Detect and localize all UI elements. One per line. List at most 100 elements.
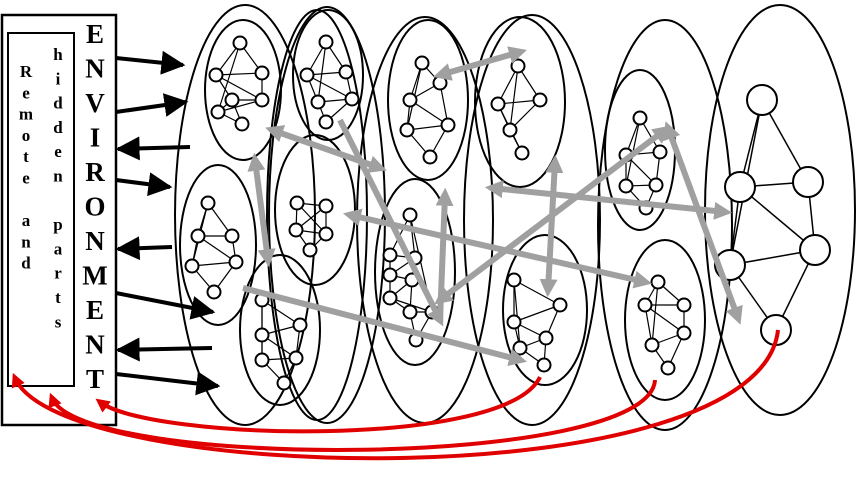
- node-link: [739, 186, 816, 251]
- node-link: [197, 235, 237, 263]
- module-ellipse: [239, 254, 321, 406]
- environment-letter: O: [84, 192, 105, 222]
- output-arrow: [115, 337, 213, 362]
- environment-letter: N: [85, 226, 105, 256]
- node-circle: [399, 122, 415, 138]
- node-circle: [514, 145, 530, 161]
- node-circle: [254, 327, 270, 343]
- node-circle: [200, 195, 216, 211]
- node-circle: [644, 337, 660, 353]
- node-circle: [224, 92, 240, 108]
- environment-letter: T: [86, 364, 104, 394]
- environment-letter: V: [85, 88, 105, 118]
- module-ellipse: [179, 164, 257, 326]
- node-circle: [344, 91, 360, 107]
- node-circle: [502, 122, 518, 138]
- node-circle: [792, 166, 824, 198]
- node-circle: [618, 178, 634, 194]
- remote-letter: o: [22, 126, 31, 145]
- node-link: [217, 99, 263, 114]
- node-link: [409, 99, 449, 126]
- node-circle: [799, 234, 831, 266]
- hidden-letter: h: [53, 45, 63, 64]
- node-circle: [746, 84, 778, 116]
- node-circle: [288, 350, 304, 366]
- input-arrow: [115, 50, 186, 75]
- node-link: [513, 304, 561, 323]
- node-circle: [338, 64, 354, 80]
- input-arrow: [115, 371, 221, 396]
- interaction-arrow: [242, 285, 527, 366]
- node-circle: [490, 96, 506, 112]
- node-circle: [299, 67, 315, 83]
- node-circle: [652, 144, 668, 160]
- interaction-arrows: [242, 46, 743, 366]
- node-circle: [506, 314, 522, 330]
- node-network: [184, 34, 831, 391]
- node-circle: [310, 94, 326, 110]
- node-circle: [440, 117, 456, 133]
- node-circle: [402, 207, 418, 223]
- node-circle: [510, 58, 526, 74]
- node-circle: [224, 228, 240, 244]
- node-circle: [536, 357, 552, 373]
- hidden-letter: p: [53, 215, 62, 234]
- interaction-arrow: [433, 46, 527, 81]
- input-arrow: [115, 291, 216, 320]
- feedback-arrows: [11, 329, 780, 461]
- feedback-arrow: [95, 376, 542, 434]
- node-circle: [648, 177, 664, 193]
- remote-letter: d: [21, 254, 31, 273]
- module-ellipse: [387, 19, 469, 181]
- node-link: [261, 299, 301, 326]
- node-link: [217, 42, 241, 113]
- node-circle: [382, 247, 398, 263]
- node-circle: [532, 92, 548, 108]
- remote-letter: t: [23, 147, 29, 166]
- node-circle: [432, 75, 448, 91]
- node-circle: [676, 325, 692, 341]
- remote-letter: R: [20, 62, 33, 81]
- environment-letter: M: [82, 261, 107, 291]
- environment-letter: R: [85, 157, 105, 187]
- node-link: [215, 72, 263, 76]
- output-arrow: [115, 136, 191, 161]
- node-circle: [382, 290, 398, 306]
- hidden-letter: t: [55, 288, 61, 307]
- node-link: [215, 74, 263, 101]
- node-circle: [228, 254, 244, 270]
- node-circle: [318, 198, 334, 214]
- layer-ellipse-5: [463, 14, 601, 426]
- environment-letter: N: [85, 330, 105, 360]
- hidden-letter: d: [53, 118, 63, 137]
- remote-letter: n: [21, 232, 31, 251]
- feedback-arrow: [11, 329, 780, 461]
- node-circle: [254, 65, 270, 81]
- remote-letter: a: [22, 211, 31, 230]
- output-arrow: [115, 236, 173, 261]
- node-circle: [724, 171, 756, 203]
- node-circle: [318, 34, 334, 50]
- node-circle: [276, 375, 292, 391]
- node-circle: [318, 226, 334, 242]
- node-circle: [302, 242, 318, 258]
- node-circle: [676, 297, 692, 313]
- hidden-letter: i: [56, 69, 61, 88]
- interaction-arrow: [247, 152, 276, 268]
- input-arrow: [115, 172, 173, 197]
- remote-letter: e: [22, 83, 30, 102]
- environment-letter: E: [86, 295, 104, 325]
- node-circle: [402, 304, 418, 320]
- hidden-letter: d: [53, 94, 63, 113]
- module-ellipse: [204, 19, 282, 161]
- remote-letter: m: [19, 105, 33, 124]
- node-circle: [512, 340, 528, 356]
- environment-arrows: [115, 50, 221, 396]
- node-circle: [538, 330, 554, 346]
